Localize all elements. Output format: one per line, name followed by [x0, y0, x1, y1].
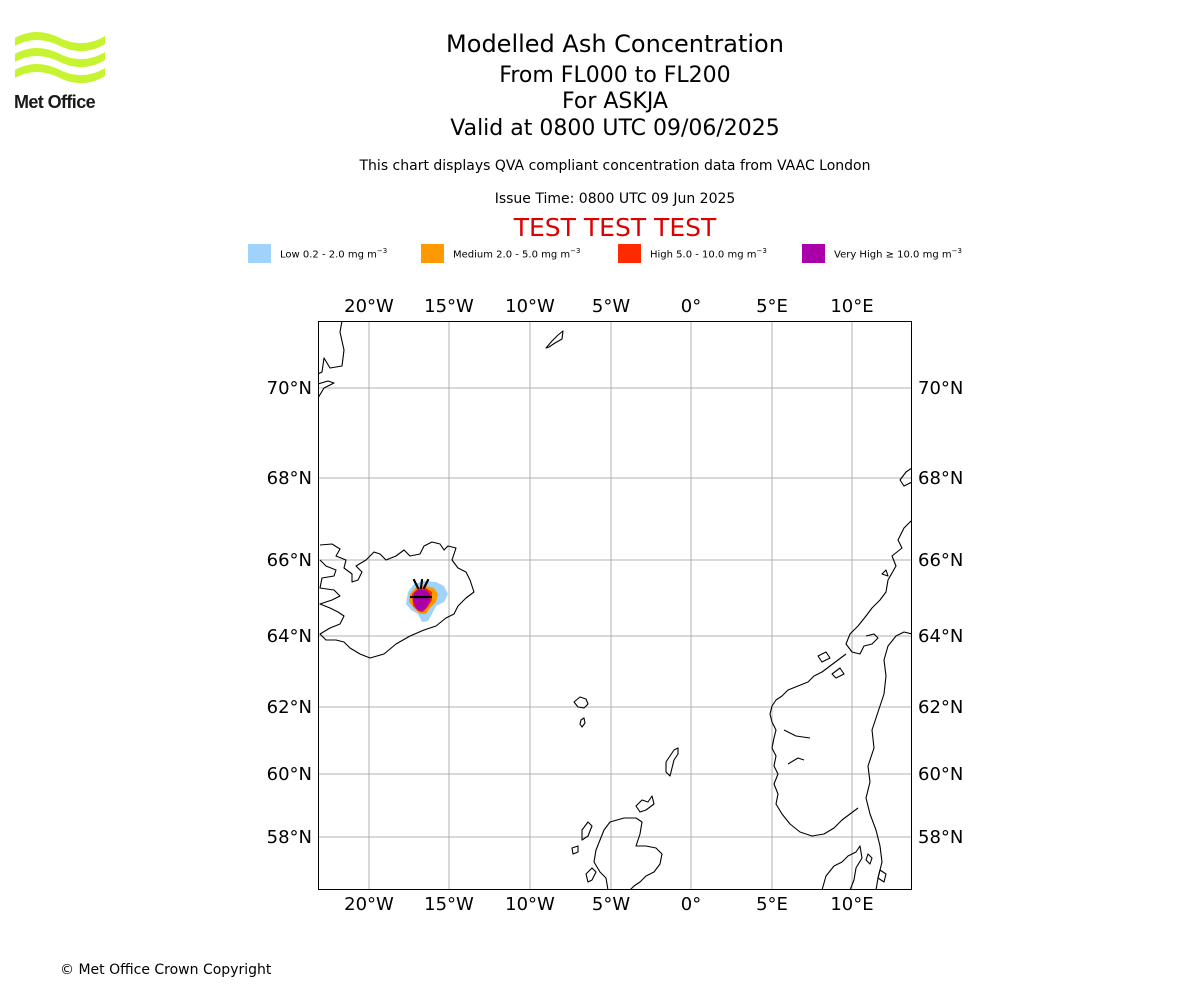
legend-label-very-high: Very High ≥ 10.0 mg m	[834, 249, 952, 261]
lat-label-62n-right: 62°N	[918, 697, 963, 718]
legend-swatch-very-high	[802, 244, 825, 263]
legend-swatch-high	[618, 244, 641, 263]
copyright-notice: © Met Office Crown Copyright	[60, 962, 272, 978]
lon-label-10e-bottom: 10°E	[830, 894, 873, 915]
volcano-name: For ASKJA	[562, 89, 668, 114]
map-content	[318, 321, 912, 890]
test-banner: TEST TEST TEST	[513, 213, 717, 242]
issue-time: Issue Time: 0800 UTC 09 Jun 2025	[494, 191, 736, 207]
map-frame	[318, 321, 912, 890]
lat-label-64n-right: 64°N	[918, 626, 963, 647]
lon-label-15w-bottom: 15°W	[424, 894, 474, 915]
legend-label-medium: Medium 2.0 - 5.0 mg m	[453, 249, 571, 261]
coastlines	[318, 321, 912, 890]
lon-label-15w-top: 15°W	[424, 296, 474, 317]
flight-levels: From FL000 to FL200	[499, 63, 731, 88]
legend-label-low: Low 0.2 - 2.0 mg m	[280, 249, 377, 261]
met-office-logo: Met Office	[14, 30, 114, 114]
lon-labels-bottom: 20°W 15°W 10°W 5°W 0° 5°E 10°E	[344, 894, 873, 915]
lat-label-70n-right: 70°N	[918, 378, 963, 399]
volcano-icon	[409, 578, 433, 599]
lon-label-20w-top: 20°W	[344, 296, 394, 317]
chart-title: Modelled Ash Concentration	[446, 30, 784, 58]
met-office-wave-icon	[15, 32, 105, 84]
legend-unit-exponent: −3	[951, 247, 962, 255]
chart-description: This chart displays QVA compliant concen…	[359, 158, 871, 174]
ash-very-high-area	[413, 589, 430, 612]
valid-time: Valid at 0800 UTC 09/06/2025	[450, 116, 780, 141]
legend-swatch-medium	[421, 244, 444, 263]
lat-label-60n-right: 60°N	[918, 764, 963, 785]
lat-label-68n-left: 68°N	[267, 468, 312, 489]
legend-unit-exponent: −3	[376, 247, 388, 255]
legend-swatch-low	[248, 244, 271, 263]
legend-unit-exponent: −3	[756, 247, 767, 255]
met-office-logo-text: Met Office	[14, 92, 96, 112]
lat-label-58n-left: 58°N	[267, 827, 312, 848]
lat-label-70n-left: 70°N	[267, 378, 312, 399]
graticule	[318, 321, 912, 890]
lat-label-66n-right: 66°N	[918, 550, 963, 571]
lat-label-64n-left: 64°N	[267, 626, 312, 647]
lon-label-10e-top: 10°E	[830, 296, 873, 317]
lon-label-0-bottom: 0°	[681, 894, 701, 915]
ash-plume	[406, 581, 448, 622]
lat-label-60n-left: 60°N	[267, 764, 312, 785]
lon-label-10w-bottom: 10°W	[505, 894, 555, 915]
lon-label-5e-bottom: 5°E	[756, 894, 788, 915]
lon-label-10w-top: 10°W	[505, 296, 555, 317]
lon-label-5e-top: 5°E	[756, 296, 788, 317]
lat-labels-left: 70°N 68°N 66°N 64°N 62°N 60°N 58°N	[267, 378, 312, 848]
lat-label-66n-left: 66°N	[267, 550, 312, 571]
lat-label-62n-left: 62°N	[267, 697, 312, 718]
lat-label-68n-right: 68°N	[918, 468, 963, 489]
lon-labels-top: 20°W 15°W 10°W 5°W 0° 5°E 10°E	[344, 296, 873, 317]
lon-label-5w-top: 5°W	[592, 296, 630, 317]
lat-labels-right: 70°N 68°N 66°N 64°N 62°N 60°N 58°N	[918, 378, 963, 848]
legend-unit-exponent: −3	[570, 247, 581, 255]
lon-label-5w-bottom: 5°W	[592, 894, 630, 915]
lon-label-0-top: 0°	[681, 296, 701, 317]
legend-label-high: High 5.0 - 10.0 mg m	[650, 249, 757, 261]
lat-label-58n-right: 58°N	[918, 827, 963, 848]
lon-label-20w-bottom: 20°W	[344, 894, 394, 915]
